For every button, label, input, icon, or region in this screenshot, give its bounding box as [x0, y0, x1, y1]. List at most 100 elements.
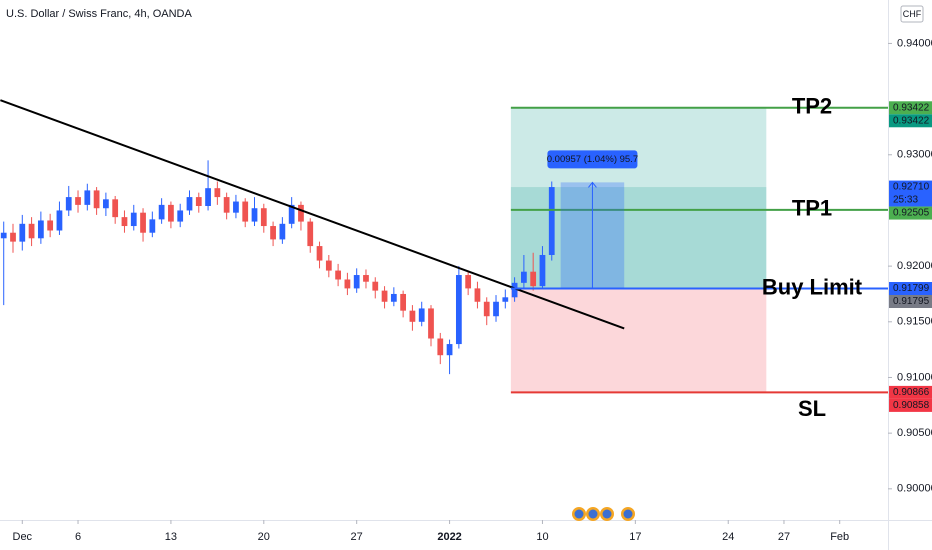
- candle: [19, 214, 26, 251]
- candle-body: [158, 204, 165, 220]
- candle: [103, 192, 109, 217]
- candle-body: [493, 301, 499, 317]
- candle-body: [56, 210, 63, 231]
- candle: [400, 290, 407, 318]
- candle-body: [455, 275, 462, 345]
- candle-body: [168, 204, 174, 222]
- candle: [502, 289, 509, 309]
- candle-body: [521, 271, 527, 283]
- candle: [353, 268, 360, 293]
- candle-body: [103, 199, 109, 209]
- x-tick-label: 20: [258, 531, 270, 543]
- candle: [130, 204, 137, 231]
- candle-body: [390, 293, 397, 302]
- candle: [112, 195, 119, 224]
- candle: [260, 203, 267, 233]
- candle: [251, 197, 258, 227]
- candle-body: [409, 310, 416, 322]
- candle: [65, 185, 72, 217]
- candle-body: [372, 281, 379, 291]
- candle: [205, 160, 211, 211]
- candle: [288, 197, 295, 229]
- candle-body: [130, 212, 137, 227]
- candle-body: [214, 188, 221, 198]
- candle-body: [316, 246, 323, 261]
- x-tick-label: 13: [165, 531, 177, 543]
- candle-body: [335, 270, 341, 280]
- candle-body: [84, 190, 91, 205]
- flag: [588, 509, 598, 519]
- x-tick-label: 17: [629, 531, 641, 543]
- candle-body: [47, 220, 54, 231]
- candle: [56, 201, 63, 235]
- measure-label-bg: [547, 150, 638, 169]
- x-tick-label: 27: [778, 531, 790, 543]
- price-label: 0.92710: [893, 182, 930, 193]
- candle: [521, 254, 527, 289]
- candle-body: [548, 187, 555, 255]
- price-label-bg: [889, 180, 932, 207]
- y-tick-label: 0.90000: [897, 483, 932, 495]
- candle: [37, 211, 44, 244]
- candle-body: [251, 208, 258, 222]
- x-tick-label: Dec: [13, 531, 33, 543]
- candle: [372, 277, 379, 299]
- candle-body: [19, 223, 26, 242]
- candle-body: [400, 293, 407, 311]
- candle-body: [28, 223, 35, 239]
- x-tick-label: 27: [351, 531, 363, 543]
- level-label: TP1: [792, 196, 832, 221]
- event-icons[interactable]: [572, 507, 635, 521]
- candle-body: [140, 212, 146, 233]
- candle: [10, 223, 16, 253]
- candle-body: [195, 197, 202, 206]
- price-label-bg: [889, 114, 932, 128]
- candle: [279, 217, 286, 244]
- chart-title: U.S. Dollar / Swiss Franc, 4h, OANDA: [6, 8, 192, 20]
- candle: [140, 208, 146, 242]
- candle: [270, 221, 276, 247]
- price-label-bg: [889, 101, 932, 115]
- candle: [381, 286, 388, 309]
- candle: [344, 272, 351, 296]
- candle-body: [288, 204, 295, 224]
- candle: [298, 201, 304, 231]
- x-tick-label: 10: [536, 531, 548, 543]
- candle: [75, 190, 81, 213]
- candle-body: [10, 232, 16, 242]
- candle-body: [344, 279, 351, 289]
- candle-body: [186, 197, 193, 211]
- x-tick-label: 24: [722, 531, 734, 543]
- candle-body: [381, 290, 388, 302]
- candle: [214, 181, 221, 205]
- candle: [242, 198, 249, 228]
- candle-body: [298, 204, 304, 222]
- price-label-bg: [889, 385, 932, 399]
- candle: [483, 297, 490, 326]
- price-label-bg: [889, 282, 932, 296]
- price-label-bg: [889, 398, 932, 412]
- candle-body: [242, 201, 249, 222]
- level-label: TP2: [792, 94, 832, 119]
- candle: [149, 211, 156, 238]
- candle-body: [446, 344, 453, 356]
- candle: [530, 252, 537, 291]
- price-label: 0.93422: [893, 115, 930, 126]
- measure-arrowhead: [588, 181, 597, 188]
- candle: [418, 301, 425, 327]
- candle: [47, 213, 54, 238]
- candle-body: [177, 210, 184, 222]
- candle: [233, 194, 239, 219]
- candle: [465, 270, 472, 296]
- level-label: Buy Limit: [762, 274, 863, 299]
- candle-body: [465, 275, 472, 289]
- candle-body: [428, 308, 434, 339]
- candle: [168, 201, 174, 229]
- candle-body: [260, 208, 267, 227]
- candle: [493, 295, 499, 322]
- currency-badge[interactable]: [900, 5, 924, 23]
- candle: [158, 198, 165, 224]
